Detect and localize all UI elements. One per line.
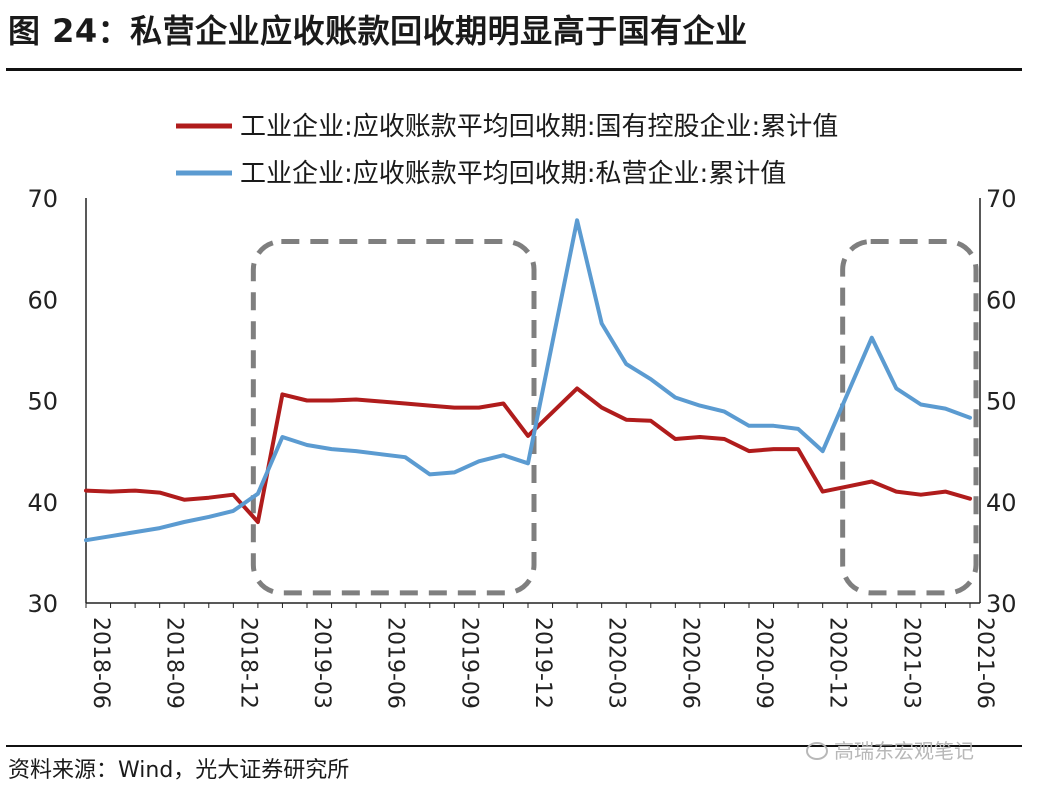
series-lines	[84, 218, 972, 543]
footer-rule	[6, 745, 1022, 747]
x-tick-label: 2021-03	[898, 617, 923, 709]
x-tick-label: 2018-09	[162, 617, 187, 709]
y-tick-label-right: 40	[986, 489, 1017, 517]
x-tick-label: 2018-12	[235, 617, 260, 709]
source-note: 资料来源：Wind，光大证券研究所	[8, 758, 350, 783]
x-tick-label: 2019-12	[530, 617, 555, 709]
series-line-state-owned	[84, 386, 972, 524]
y-tick-label-left: 30	[27, 590, 58, 618]
series-line-private	[84, 218, 972, 543]
y-tick-label-right: 70	[986, 185, 1017, 213]
figure-title: 图 24：私营企业应收账款回收期明显高于国有企业	[8, 12, 748, 50]
title-rule	[6, 68, 1022, 71]
dashed-highlight-box	[250, 239, 537, 596]
x-tick-label: 2021-06	[972, 617, 997, 709]
y-axis-left: 30 40 50 60 70	[27, 185, 87, 618]
y-tick-label-left: 60	[27, 286, 58, 314]
x-tick-label: 2018-06	[88, 617, 113, 709]
y-tick-label-right: 50	[986, 388, 1017, 416]
x-tick-label: 2020-03	[604, 617, 629, 709]
legend-label: 工业企业:应收账款平均回收期:国有控股企业:累计值	[240, 112, 838, 142]
watermark-text: 高瑞东宏观笔记	[834, 739, 974, 763]
highlight-boxes	[250, 239, 979, 596]
y-tick-label-left: 70	[27, 185, 58, 213]
dashed-highlight-box	[840, 239, 979, 596]
x-tick-label: 2020-12	[825, 617, 850, 709]
y-tick-label-right: 60	[986, 286, 1017, 314]
watermark: 高瑞东宏观笔记	[806, 735, 974, 764]
chart-legend: 工业企业:应收账款平均回收期:国有控股企业:累计值工业企业:应收账款平均回收期:…	[176, 112, 838, 189]
wechat-icon	[806, 742, 828, 760]
y-axis-right: 30 40 50 60 70	[979, 185, 1017, 618]
x-tick-label: 2019-03	[309, 617, 334, 709]
y-tick-label-left: 50	[27, 388, 58, 416]
x-tick-label: 2019-09	[456, 617, 481, 709]
y-tick-label-right: 30	[986, 590, 1017, 618]
x-tick-label: 2019-06	[383, 617, 408, 709]
x-axis: 2018-06 2018-09 2018-12 2019-03 2019-06 2019-…	[85, 602, 997, 709]
legend-label: 工业企业:应收账款平均回收期:私营企业:累计值	[240, 159, 786, 189]
y-tick-label-left: 40	[27, 489, 58, 517]
x-tick-label: 2020-06	[677, 617, 702, 709]
x-tick-label: 2020-09	[751, 617, 776, 709]
